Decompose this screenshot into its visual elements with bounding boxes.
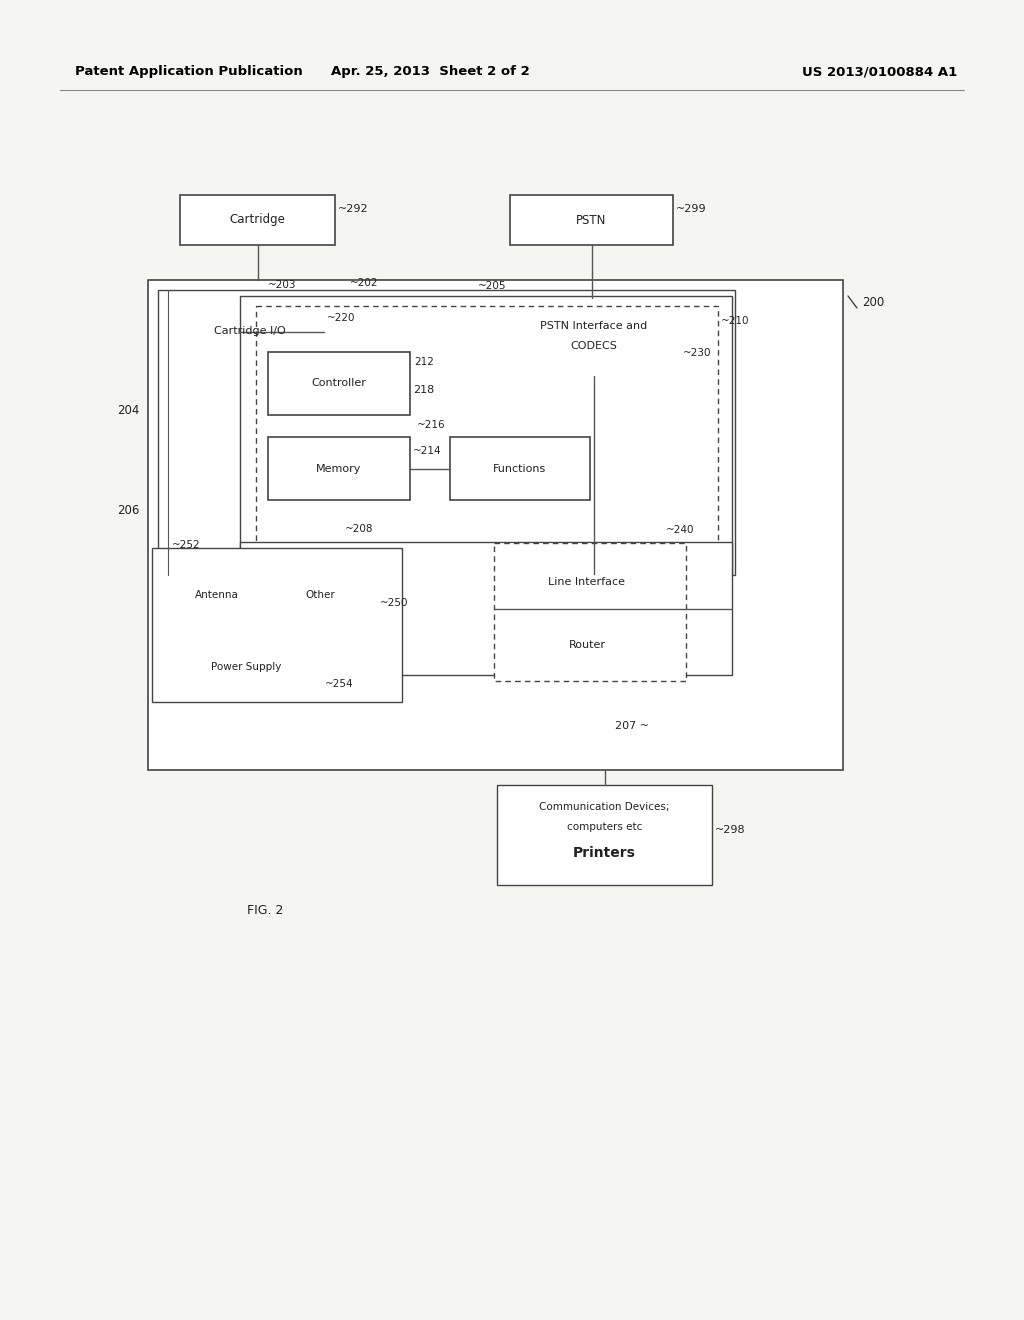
Text: ~208: ~208: [345, 524, 374, 535]
Text: ~250: ~250: [380, 598, 409, 609]
Bar: [148, 280, 843, 770]
Bar: [494, 543, 686, 681]
Text: Memory: Memory: [316, 463, 361, 474]
Text: ~205: ~205: [477, 281, 506, 290]
Text: Patent Application Publication: Patent Application Publication: [75, 66, 303, 78]
Text: Power Supply: Power Supply: [211, 663, 282, 672]
Text: ~216: ~216: [417, 420, 445, 430]
Text: 218: 218: [414, 385, 434, 395]
Text: ~203: ~203: [268, 280, 297, 290]
Text: Functions: Functions: [494, 463, 547, 474]
Bar: [176, 300, 324, 363]
Text: ~240: ~240: [666, 525, 694, 535]
Bar: [497, 785, 712, 884]
Text: FIG. 2: FIG. 2: [247, 903, 284, 916]
Text: Line Interface: Line Interface: [549, 577, 626, 587]
Text: Cartridge I/O: Cartridge I/O: [214, 326, 286, 337]
Bar: [268, 352, 410, 414]
Text: ~214: ~214: [413, 446, 441, 455]
Text: ~298: ~298: [715, 825, 745, 836]
Bar: [268, 437, 410, 500]
Text: ~210: ~210: [721, 315, 750, 326]
Text: ~254: ~254: [325, 678, 353, 689]
Bar: [158, 290, 735, 576]
Text: ~202: ~202: [350, 279, 379, 288]
Bar: [256, 306, 718, 564]
Text: Other: Other: [305, 590, 335, 601]
Bar: [510, 195, 673, 246]
Text: ~299: ~299: [676, 205, 707, 214]
Text: Cartridge: Cartridge: [229, 214, 286, 227]
Bar: [508, 556, 666, 609]
Text: 206: 206: [118, 503, 140, 516]
Bar: [170, 642, 322, 692]
Bar: [162, 558, 377, 632]
Text: computers etc: computers etc: [567, 822, 642, 832]
Text: Printers: Printers: [573, 846, 636, 861]
Text: ~220: ~220: [327, 313, 355, 323]
Text: Communication Devices;: Communication Devices;: [540, 803, 670, 812]
Bar: [240, 543, 732, 675]
Bar: [173, 570, 261, 620]
Text: Controller: Controller: [311, 379, 367, 388]
Bar: [240, 296, 732, 574]
Bar: [450, 437, 590, 500]
Text: Router: Router: [568, 640, 605, 649]
Bar: [180, 195, 335, 246]
Text: 207 ~: 207 ~: [615, 721, 649, 731]
Bar: [508, 620, 666, 671]
Text: Apr. 25, 2013  Sheet 2 of 2: Apr. 25, 2013 Sheet 2 of 2: [331, 66, 529, 78]
Bar: [508, 298, 680, 376]
Text: US 2013/0100884 A1: US 2013/0100884 A1: [803, 66, 957, 78]
Bar: [152, 548, 402, 702]
Bar: [276, 570, 364, 620]
Text: ~252: ~252: [172, 540, 201, 550]
Text: 200: 200: [862, 296, 885, 309]
Text: Antenna: Antenna: [195, 590, 239, 601]
Text: PSTN Interface and: PSTN Interface and: [541, 321, 647, 331]
Text: ~292: ~292: [338, 205, 369, 214]
Text: 204: 204: [118, 404, 140, 417]
Text: PSTN: PSTN: [577, 214, 606, 227]
Text: CODECS: CODECS: [570, 341, 617, 351]
Text: ~230: ~230: [683, 348, 712, 358]
Text: 212: 212: [414, 356, 434, 367]
